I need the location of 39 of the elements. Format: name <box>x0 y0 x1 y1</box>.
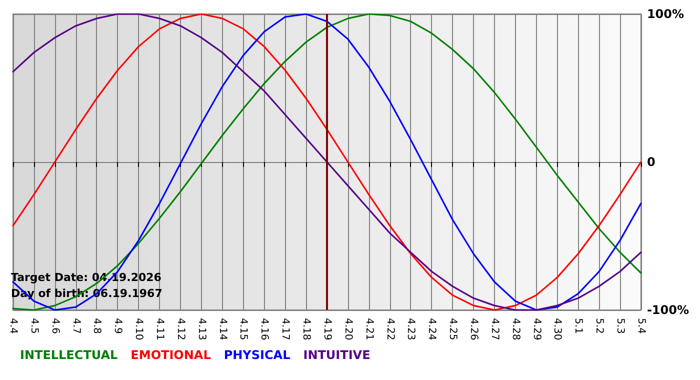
x-tick-label: 4.26 <box>468 318 479 340</box>
x-tick-label: 5.4 <box>635 318 646 334</box>
x-tick-label: 4.15 <box>238 318 249 340</box>
x-tick-label: 4.27 <box>488 318 500 340</box>
x-tick-label: 4.24 <box>426 318 438 340</box>
text: INTELLECTUAL <box>20 348 118 362</box>
x-tick-label: 4.12 <box>174 318 186 340</box>
x-tick-label: 4.10 <box>133 318 144 340</box>
x-tick-label: 5.1 <box>572 318 584 334</box>
x-tick-label: 4.25 <box>447 318 458 340</box>
x-tick-label: 5.3 <box>614 318 626 334</box>
x-tick-label: 4.17 <box>280 318 291 340</box>
x-tick-label: 4.4 <box>8 318 18 334</box>
x-tick-label: 4.16 <box>258 318 270 340</box>
x-tick-label: 4.21 <box>363 318 374 340</box>
x-tick-label: 4.7 <box>70 318 82 334</box>
x-tick-label: 4.22 <box>384 318 396 340</box>
x-tick-label: 4.14 <box>216 318 228 340</box>
x-tick-label: 4.18 <box>300 318 312 340</box>
x-tick-label: 5.2 <box>594 318 605 334</box>
y-tick-label: 0 <box>646 155 656 169</box>
x-tick-label: 4.30 <box>552 318 563 340</box>
x-tick-label: 4.23 <box>405 318 416 340</box>
text: PHYSICAL <box>224 348 291 362</box>
x-tick-label: 4.28 <box>510 318 521 340</box>
y-tick-label: 100% <box>646 7 684 21</box>
line-series <box>12 13 642 311</box>
x-tick-label: 4.29 <box>530 318 542 340</box>
x-tick-label: 4.19 <box>321 318 332 340</box>
x-tick-label: 4.11 <box>154 318 166 340</box>
x-tick-label: 4.5 <box>28 318 40 334</box>
x-tick-label: 4.8 <box>91 318 102 334</box>
x-tick-label: 4.6 <box>49 318 60 334</box>
x-tick-label: 4.9 <box>112 318 124 334</box>
text: EMOTIONAL <box>130 348 212 362</box>
text: INTUITIVE <box>303 348 370 362</box>
y-tick-label: -100% <box>646 303 690 317</box>
x-tick-label: 4.13 <box>196 318 207 340</box>
x-tick-label: 4.20 <box>342 318 354 340</box>
